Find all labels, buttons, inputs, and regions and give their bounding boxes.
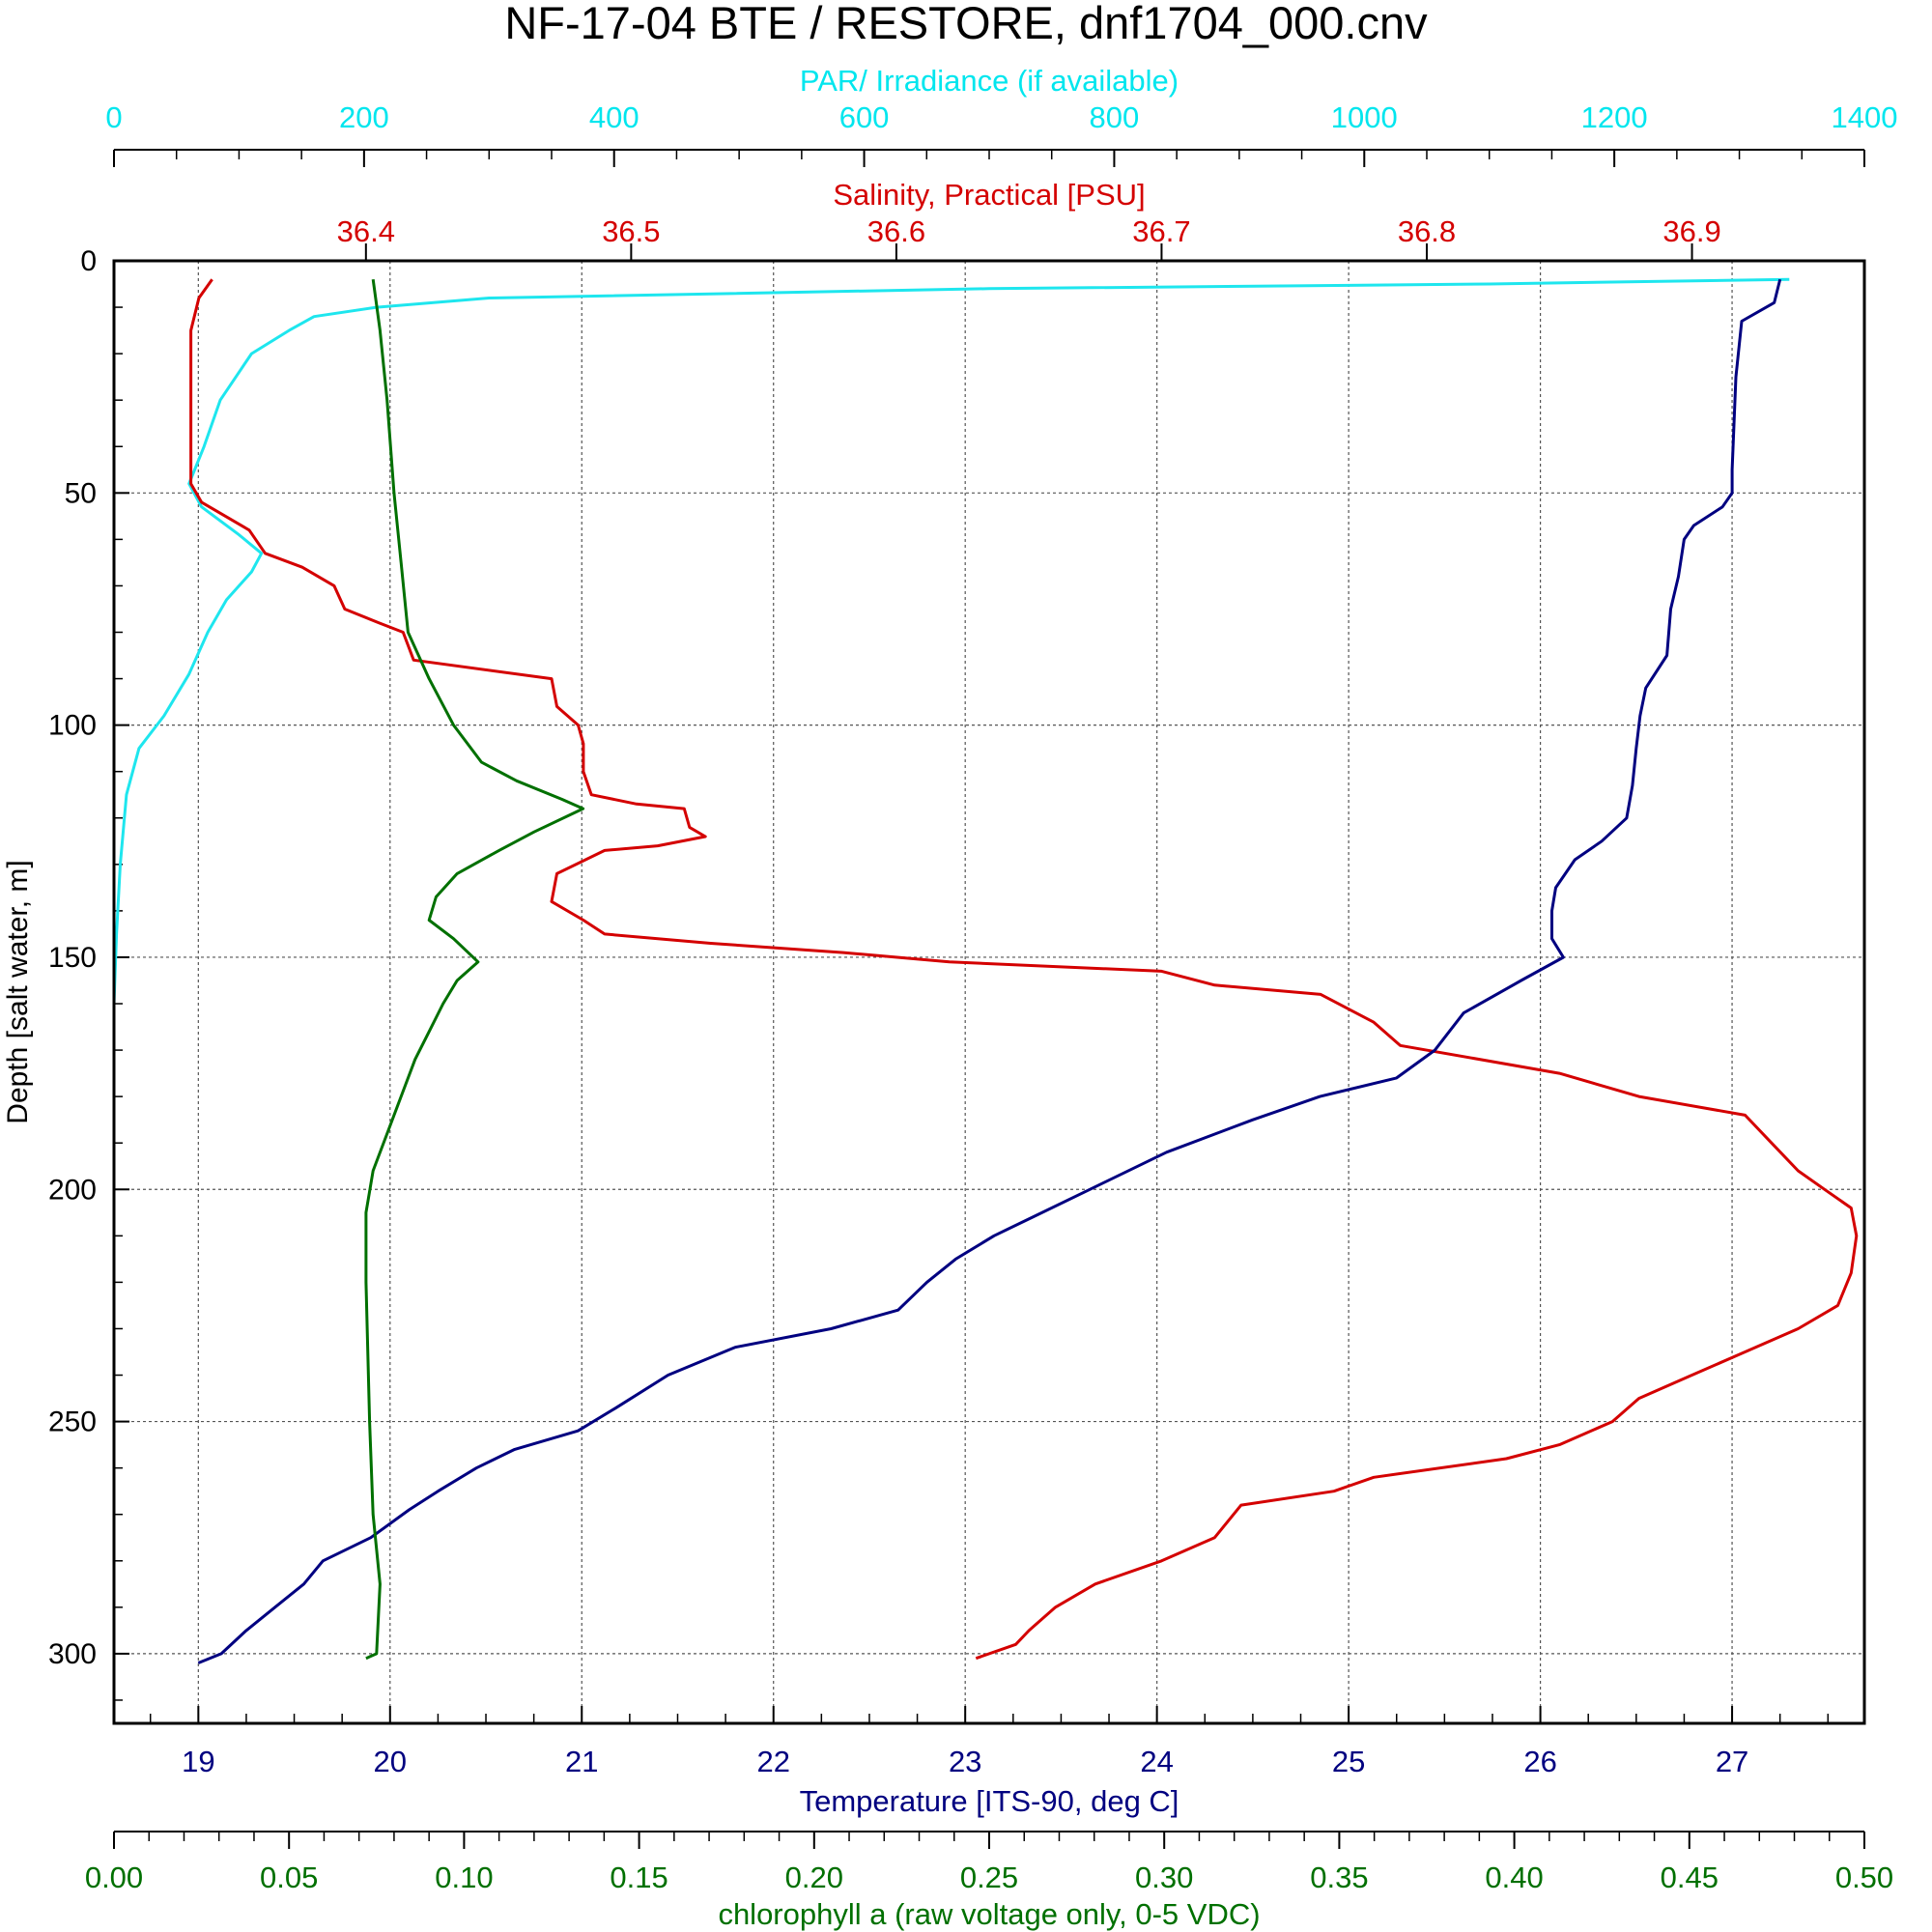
tick-label-salinity: 36.4 bbox=[337, 214, 395, 248]
axis-title-salinity: Salinity, Practical [PSU] bbox=[833, 178, 1145, 212]
chart-title: NF-17-04 BTE / RESTORE, dnf1704_000.cnv bbox=[504, 0, 1428, 48]
tick-label-chlorophyll: 0.30 bbox=[1135, 1861, 1193, 1894]
axis-title-chlorophyll: chlorophyll a (raw voltage only, 0-5 VDC… bbox=[718, 1897, 1260, 1931]
tick-label-depth: 150 bbox=[48, 942, 97, 974]
tick-label-par: 1000 bbox=[1331, 100, 1398, 134]
tick-label-depth: 250 bbox=[48, 1406, 97, 1438]
tick-label-par: 0 bbox=[105, 100, 122, 134]
tick-label-salinity: 36.6 bbox=[867, 214, 925, 248]
tick-label-chlorophyll: 0.10 bbox=[435, 1861, 493, 1894]
tick-label-temperature: 26 bbox=[1523, 1745, 1556, 1778]
tick-label-depth: 200 bbox=[48, 1174, 97, 1206]
axis-title-par: PAR/ Irradiance (if available) bbox=[800, 64, 1179, 98]
tick-label-temperature: 24 bbox=[1140, 1745, 1173, 1778]
tick-label-salinity: 36.5 bbox=[602, 214, 660, 248]
tick-label-chlorophyll: 0.15 bbox=[610, 1861, 668, 1894]
tick-label-depth: 300 bbox=[48, 1638, 97, 1670]
tick-label-par: 600 bbox=[839, 100, 890, 134]
series-line-salinity bbox=[189, 278, 1859, 1661]
y-axis-label: Depth [salt water, m] bbox=[2, 860, 34, 1123]
tick-label-par: 1200 bbox=[1581, 100, 1648, 134]
tick-label-par: 200 bbox=[339, 100, 389, 134]
tick-label-chlorophyll: 0.40 bbox=[1485, 1861, 1543, 1894]
tick-label-temperature: 23 bbox=[949, 1745, 981, 1778]
tick-label-chlorophyll: 0.45 bbox=[1661, 1861, 1719, 1894]
axis-title-temperature: Temperature [ITS-90, deg C] bbox=[800, 1784, 1179, 1818]
tick-label-chlorophyll: 0.20 bbox=[785, 1861, 843, 1894]
tick-label-par: 800 bbox=[1090, 100, 1140, 134]
tick-label-depth: 100 bbox=[48, 710, 97, 742]
tick-label-temperature: 19 bbox=[182, 1745, 214, 1778]
tick-label-salinity: 36.7 bbox=[1132, 214, 1190, 248]
tick-label-depth: 50 bbox=[65, 477, 97, 509]
tick-label-temperature: 22 bbox=[756, 1745, 789, 1778]
tick-label-temperature: 21 bbox=[565, 1745, 598, 1778]
tick-label-chlorophyll: 0.25 bbox=[960, 1861, 1018, 1894]
plot-frame bbox=[112, 259, 1866, 1725]
tick-label-chlorophyll: 0.35 bbox=[1310, 1861, 1368, 1894]
tick-label-par: 1400 bbox=[1832, 100, 1898, 134]
tick-label-depth: 0 bbox=[80, 245, 97, 277]
series-line-par bbox=[112, 277, 1790, 1005]
tick-label-chlorophyll: 0.50 bbox=[1835, 1861, 1893, 1894]
series-line-chlorophyll bbox=[364, 278, 585, 1661]
gridlines bbox=[114, 261, 1864, 1723]
tick-label-chlorophyll: 0.00 bbox=[85, 1861, 143, 1894]
tick-label-salinity: 36.9 bbox=[1662, 214, 1720, 248]
series-line-temperature bbox=[197, 278, 1782, 1664]
tick-label-temperature: 25 bbox=[1332, 1745, 1365, 1778]
tick-label-par: 400 bbox=[589, 100, 639, 134]
tick-label-chlorophyll: 0.05 bbox=[260, 1861, 318, 1894]
series-layer bbox=[112, 277, 1859, 1664]
tick-label-temperature: 27 bbox=[1716, 1745, 1748, 1778]
tick-label-temperature: 20 bbox=[374, 1745, 407, 1778]
tick-label-salinity: 36.8 bbox=[1398, 214, 1456, 248]
